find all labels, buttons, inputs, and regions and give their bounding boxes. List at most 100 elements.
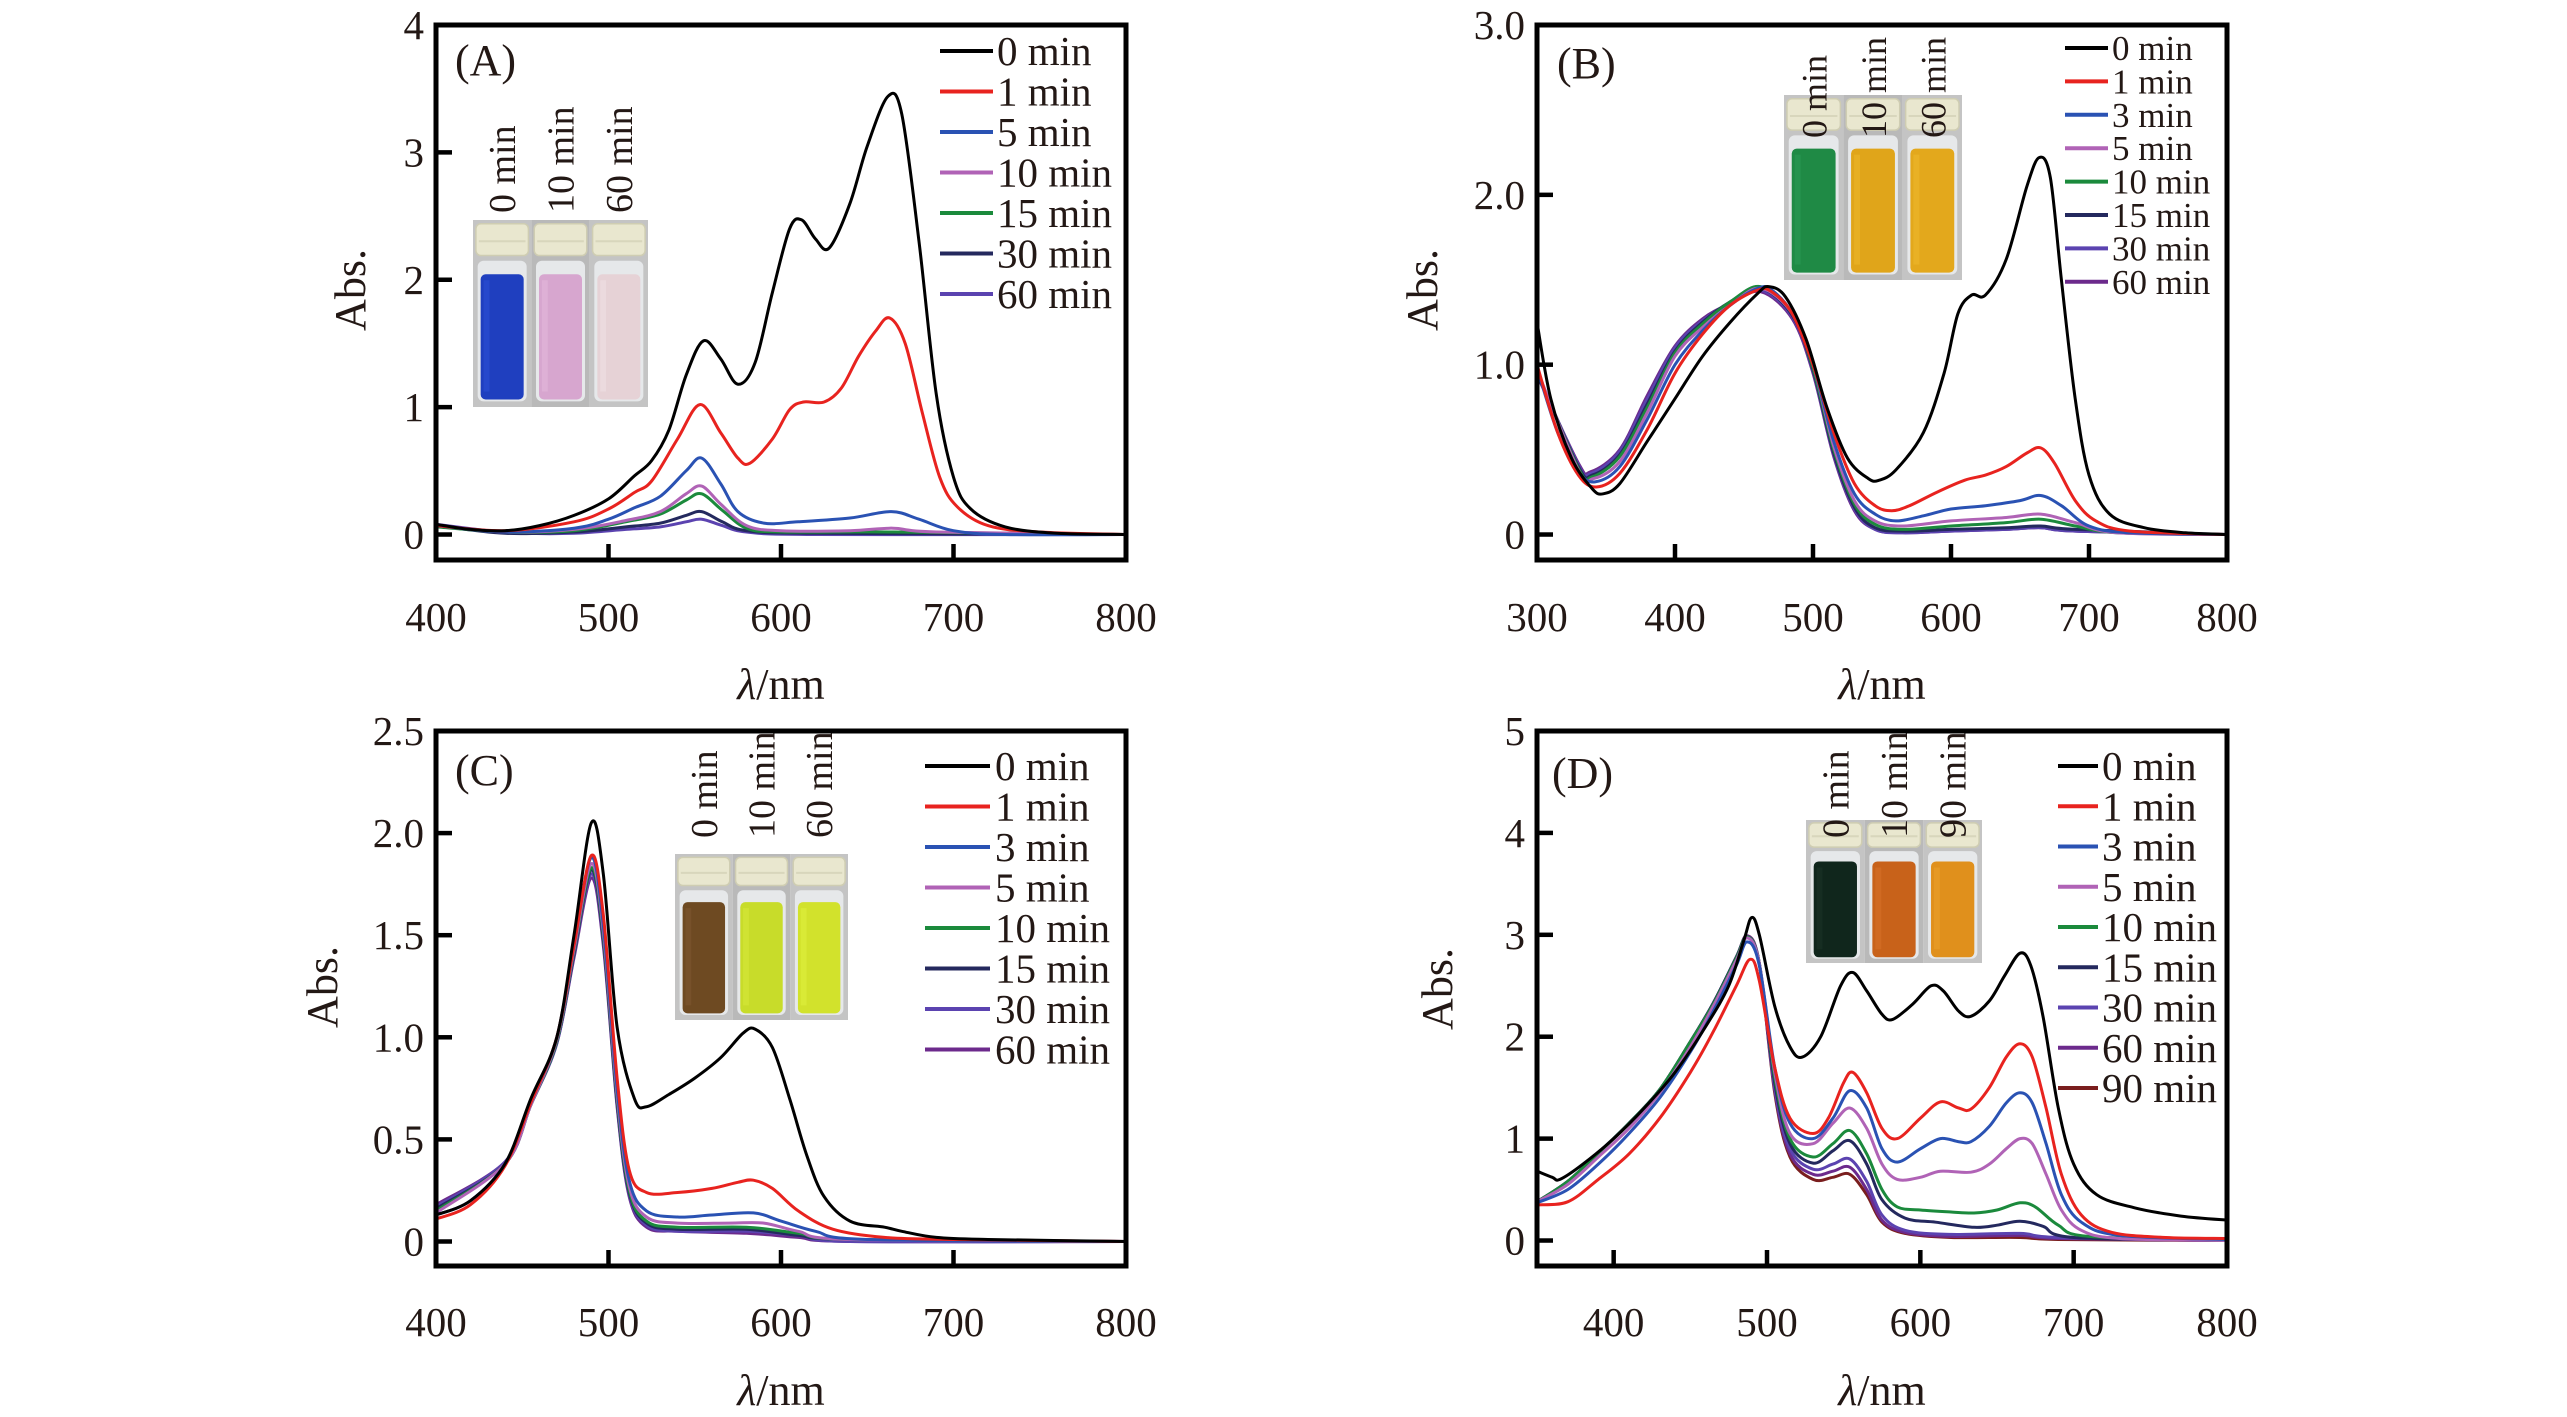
legend-item: 60 min: [2058, 1025, 2217, 1071]
legend-label: 15 min: [2112, 196, 2210, 235]
inset-vial-label: 0 min: [1815, 750, 1857, 838]
inset-vial-label: 90 min: [1933, 731, 1975, 838]
x-tick-label: 700: [923, 1299, 985, 1345]
legend-label: 0 min: [2112, 29, 2193, 68]
inset-vial-label: 10 min: [1874, 731, 1916, 838]
x-tick-label: 800: [2196, 594, 2258, 640]
legend-label: 0 min: [997, 28, 1092, 74]
legend-label: 60 min: [995, 1027, 1110, 1073]
panel-d: 0 min 10 min 90 min 0 1 2 3 4 5 400 500 600 700 800 Ab…: [1413, 708, 2258, 1415]
legend-item: 5 min: [2058, 864, 2197, 910]
y-tick-label: 0: [1505, 512, 1526, 558]
legend-label: 30 min: [2112, 229, 2210, 268]
y-tick-label: 0: [1505, 1218, 1526, 1264]
y-tick-label: 2: [1505, 1014, 1526, 1060]
x-axis-unit: /nm: [1857, 1366, 1925, 1415]
y-tick-label: 3: [1505, 912, 1526, 958]
vial-liquid: [1813, 861, 1857, 958]
x-tick-label: 400: [405, 1299, 467, 1345]
legend-item: 60 min: [940, 271, 1112, 317]
inset-vial-label: 0 min: [684, 750, 726, 838]
series-line-10-min: [1537, 935, 2227, 1242]
x-tick-label: 400: [1583, 1299, 1645, 1345]
series-line-1-min: [1537, 286, 2227, 536]
x-tick-label: 700: [923, 594, 985, 640]
series-group: [436, 91, 1126, 537]
lambda-symbol: λ: [1836, 660, 1857, 709]
vial-liquid: [539, 274, 582, 400]
vial-highlight: [800, 908, 807, 1006]
vial-cap: [1904, 97, 1960, 131]
vial-liquid: [1851, 148, 1895, 273]
vial-cap: [1845, 97, 1901, 131]
vial-cap: [533, 222, 588, 257]
vial-highlight: [1875, 867, 1882, 950]
legend-item: 60 min: [925, 1027, 1110, 1073]
legend-item: 0 min: [2065, 29, 2193, 68]
legend-item: 0 min: [940, 28, 1092, 74]
vial-2: [531, 220, 590, 407]
panel-b: 0 min 10 min 60 min 0 1.0 2.0 3.0 300 400 500 600 7…: [1398, 2, 2258, 709]
x-axis-title: λ/nm: [735, 660, 825, 709]
series-line-5-min: [1537, 936, 2227, 1242]
legend-label: 5 min: [2102, 864, 2197, 910]
x-tick-label: 400: [405, 594, 467, 640]
vial-1: [1784, 95, 1844, 280]
vial-highlight: [541, 280, 548, 392]
legend-label: 30 min: [997, 231, 1112, 277]
legend-item: 10 min: [2065, 163, 2210, 202]
y-tick-label: 1: [404, 384, 425, 430]
y-tick-label: 1.0: [1474, 342, 1525, 388]
vial-highlight: [1933, 867, 1940, 950]
x-tick-label: 600: [1890, 1299, 1952, 1345]
y-axis-title: Abs.: [326, 249, 375, 331]
lambda-symbol: λ: [735, 1366, 756, 1415]
vial-3: [1902, 95, 1962, 280]
x-axis-title: λ/nm: [735, 1366, 825, 1415]
panel-label: (B): [1557, 39, 1616, 88]
lambda-symbol: λ: [735, 660, 756, 709]
vial-cap: [677, 856, 731, 887]
x-tick-label: 700: [2058, 594, 2120, 640]
x-tick-label: 500: [1782, 594, 1844, 640]
vial-3: [1923, 820, 1982, 963]
y-tick-label: 1: [1505, 1116, 1526, 1162]
x-axis-unit: /nm: [756, 1366, 824, 1415]
legend-label: 15 min: [2102, 944, 2217, 990]
panel-label: (C): [455, 746, 514, 795]
legend-item: 30 min: [2058, 985, 2217, 1031]
inset-vial-label: 60 min: [599, 106, 641, 213]
panel-c: 0 min 10 min 60 min 0 0.5 1.0 1.5 2.0 2.5 400 500 6…: [298, 708, 1157, 1415]
vial-2: [1864, 820, 1924, 963]
vial-liquid: [1931, 861, 1975, 958]
vial-liquid: [797, 902, 841, 1014]
series-line-0-min: [436, 819, 1126, 1243]
y-tick-label: 4: [404, 2, 425, 48]
legend-label: 60 min: [997, 271, 1112, 317]
y-tick-label: 2.0: [1474, 172, 1525, 218]
legend-item: 30 min: [2065, 229, 2210, 268]
legend-label: 60 min: [2102, 1025, 2217, 1071]
panel-label: (D): [1552, 749, 1613, 798]
y-axis-title: Abs.: [1398, 249, 1447, 331]
vial-liquid: [1791, 148, 1836, 273]
legend-item: 10 min: [940, 150, 1112, 196]
legend-item: 0 min: [2058, 743, 2197, 789]
series-line-1-min: [1537, 957, 2227, 1240]
legend-item: 15 min: [940, 190, 1112, 236]
y-tick-label: 0.5: [373, 1116, 424, 1162]
panel-a: 0 min 10 min 60 min 0 1 2 3 4 400 500 600 700 800 Abs…: [326, 2, 1157, 709]
vial-3: [589, 220, 648, 407]
legend-label: 15 min: [995, 946, 1110, 992]
legend-label: 90 min: [2102, 1065, 2217, 1111]
legend-item: 1 min: [940, 69, 1092, 115]
vial-2: [1843, 95, 1903, 280]
legend-item: 5 min: [940, 109, 1092, 155]
legend-label: 30 min: [2102, 985, 2217, 1031]
legend-label: 3 min: [995, 824, 1090, 870]
inset-photo: [1806, 820, 1982, 963]
vial-highlight: [743, 908, 749, 1006]
x-tick-label: 800: [1095, 1299, 1157, 1345]
